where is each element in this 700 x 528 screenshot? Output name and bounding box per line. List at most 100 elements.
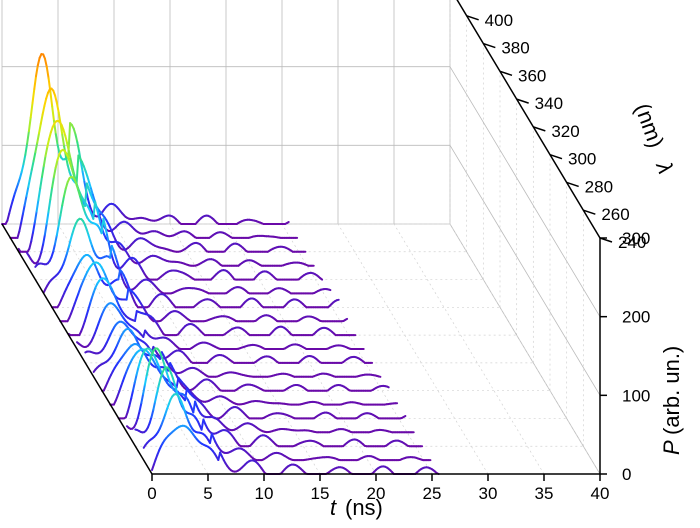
curve-segment (140, 393, 145, 405)
curve-segment (173, 383, 178, 392)
curve-segment (55, 102, 60, 114)
curve-segment (95, 207, 100, 217)
spectrum-270 (126, 347, 415, 434)
lambda-tick-label: 280 (585, 177, 613, 196)
spectrum-330 (76, 302, 365, 350)
t-tick-label: 5 (203, 484, 212, 503)
spectrum-320 (84, 320, 374, 364)
curve-segment (83, 314, 88, 323)
curve-segment (72, 127, 77, 136)
depth-edge (1, 223, 153, 475)
lambda-axis-tick (533, 126, 546, 132)
curve-segment (85, 308, 90, 317)
curve-segment (34, 141, 39, 154)
curve-segment (138, 402, 143, 413)
curve-segment (24, 142, 29, 156)
curve-segment (157, 377, 162, 387)
curve-segment (63, 187, 67, 198)
grid-line (337, 223, 489, 475)
spectrum-340 (67, 277, 357, 337)
curve-segment (87, 302, 92, 311)
curve-segment (142, 383, 146, 396)
curve-segment (161, 358, 166, 367)
curve-segment (89, 296, 93, 305)
curve-segment (55, 224, 60, 237)
curve-segment (44, 57, 48, 68)
curve-segment (87, 234, 92, 242)
curve-segment (35, 198, 40, 213)
curve-segment (77, 189, 82, 198)
curve-segment (319, 277, 324, 281)
curve-segment (66, 164, 71, 173)
curve-segment (18, 170, 23, 180)
lambda-axis-tick (549, 153, 563, 160)
curve-segment (104, 225, 108, 236)
curve-segment (128, 397, 133, 407)
curve-segment (39, 175, 43, 190)
curve-segment (64, 134, 69, 144)
curve-segment (22, 153, 27, 166)
lambda-tick-label: 360 (518, 66, 546, 85)
curve-segment (67, 149, 72, 160)
p-axis-title: P (arb. un.) (659, 346, 684, 455)
t-tick-label: 35 (535, 484, 554, 503)
curve-segment (48, 131, 52, 140)
curve-segment (134, 310, 138, 322)
lambda-axis-tick (483, 42, 496, 49)
curve-segment (36, 56, 41, 67)
lambda-tick-label: 320 (551, 122, 579, 141)
curve-segment (54, 158, 59, 169)
curve-segment (8, 205, 12, 215)
curve-segment (109, 244, 113, 259)
grid-layer (1, 0, 601, 475)
curve-segment (44, 145, 49, 157)
curve-segment (31, 88, 36, 105)
curve-segment (88, 181, 92, 190)
grid-line (449, 223, 601, 475)
curve-segment (86, 175, 91, 184)
curve-segment (41, 165, 45, 178)
lambda-tick-label: 340 (535, 94, 563, 113)
curve-segment (79, 195, 83, 204)
curve-segment (152, 401, 156, 411)
curve-segment (54, 133, 59, 146)
curve-segment (45, 210, 50, 225)
curve-segment (126, 404, 131, 414)
lambda-axis-tick (499, 70, 513, 77)
curve-segment (66, 142, 70, 152)
curve-segment (54, 94, 58, 104)
curve-segment (30, 231, 34, 243)
curve-segment (87, 198, 91, 207)
curve-segment (175, 376, 180, 389)
curve-segment (39, 113, 44, 125)
curve-segment (61, 195, 65, 207)
p-tick-label: 200 (622, 308, 650, 327)
lambda-axis-unit: (nm) (630, 100, 669, 151)
t-tick-label: 20 (367, 484, 386, 503)
curve-segment (41, 104, 46, 116)
curve-segment (42, 233, 46, 246)
curve-segment (132, 381, 136, 392)
lambda-axis-tick (583, 209, 596, 215)
curve-segment (69, 232, 74, 242)
curve-segment (20, 163, 25, 173)
lambda-axis-tick (466, 15, 479, 21)
lambda-axis-tick (566, 181, 579, 188)
curve-segment (66, 245, 70, 255)
curve-segment (69, 158, 74, 168)
curve-segment (43, 222, 48, 236)
curve-segment (6, 212, 11, 222)
curve-segment (402, 415, 407, 418)
curve-segment (81, 170, 86, 183)
curve-segment (114, 254, 119, 263)
lambda-tick-label: 420 (468, 0, 496, 2)
curve-segment (91, 193, 96, 202)
curve-segment (172, 377, 176, 386)
t-axis-symbol: t (330, 495, 337, 520)
curve-segment (94, 200, 98, 210)
curve-segment (11, 193, 16, 202)
curve-segment (51, 175, 55, 189)
p-axis-symbol: P (659, 440, 684, 455)
spectrum-380 (34, 175, 324, 281)
